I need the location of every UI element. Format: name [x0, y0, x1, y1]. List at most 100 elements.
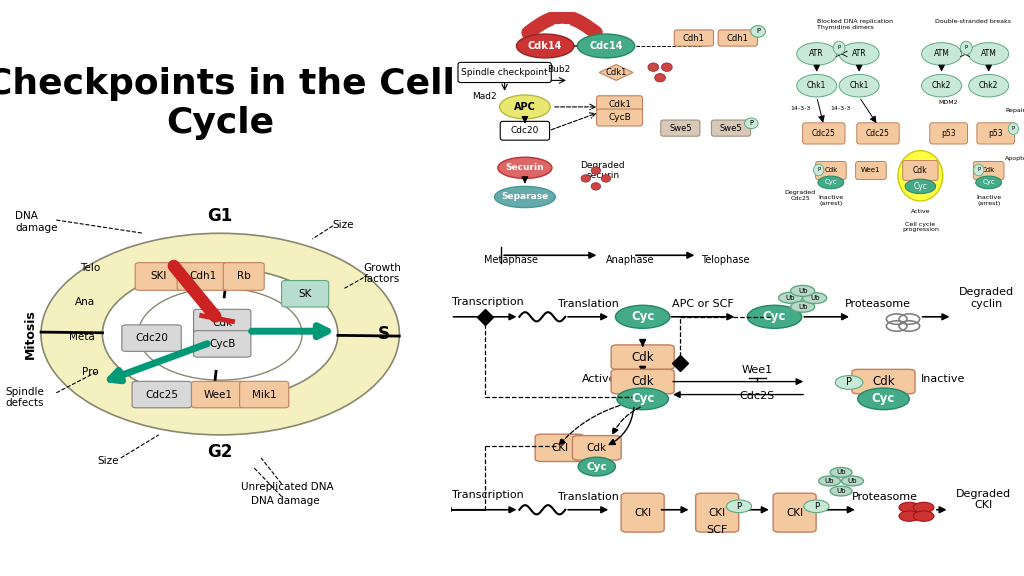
Ellipse shape [500, 95, 550, 119]
Text: Cdk: Cdk [982, 168, 995, 173]
Text: Degraded
cyclin: Degraded cyclin [959, 287, 1015, 309]
Text: Inactive
(arrest): Inactive (arrest) [818, 195, 844, 206]
Text: Cdh1: Cdh1 [683, 33, 705, 43]
Circle shape [899, 511, 920, 521]
Text: SK: SK [298, 289, 312, 299]
Circle shape [41, 233, 399, 435]
Text: Ub: Ub [848, 478, 857, 484]
Circle shape [648, 63, 658, 71]
Text: ATM: ATM [981, 50, 996, 58]
FancyBboxPatch shape [718, 30, 758, 46]
Circle shape [836, 376, 863, 389]
Text: CKI: CKI [551, 443, 568, 453]
Text: Pro: Pro [82, 366, 98, 377]
Circle shape [974, 164, 984, 176]
FancyBboxPatch shape [974, 161, 1004, 180]
Text: ATM: ATM [934, 50, 949, 58]
Text: G2: G2 [208, 443, 232, 461]
Text: Unreplicated DNA: Unreplicated DNA [241, 482, 333, 492]
Text: Cdc20: Cdc20 [135, 333, 168, 343]
Text: Ub: Ub [785, 295, 796, 301]
Text: Telo: Telo [80, 263, 100, 273]
Ellipse shape [839, 74, 880, 97]
Text: Cdc2S: Cdc2S [739, 391, 775, 401]
Text: P: P [977, 168, 980, 172]
Text: Cyc: Cyc [631, 310, 654, 323]
Ellipse shape [578, 34, 635, 58]
Text: Inactive: Inactive [921, 374, 966, 384]
Circle shape [898, 151, 943, 201]
Text: DNA damage: DNA damage [251, 496, 319, 506]
Text: Telophase: Telophase [700, 255, 750, 265]
Circle shape [591, 183, 601, 190]
Text: Checkpoints in the Cell
Cycle: Checkpoints in the Cell Cycle [0, 67, 455, 141]
Text: Wee1: Wee1 [741, 365, 773, 375]
Text: Cdk: Cdk [872, 375, 895, 388]
Ellipse shape [842, 476, 863, 486]
Text: Double-stranded breaks: Double-stranded breaks [935, 20, 1011, 24]
Circle shape [591, 167, 601, 174]
Ellipse shape [969, 43, 1009, 65]
Text: Blocked DNA replication
Thymidine dimers: Blocked DNA replication Thymidine dimers [817, 20, 893, 31]
Circle shape [654, 74, 666, 82]
Ellipse shape [748, 305, 802, 328]
Text: Cyc: Cyc [631, 392, 654, 406]
Text: Cyc: Cyc [824, 179, 838, 185]
FancyBboxPatch shape [803, 123, 845, 144]
Text: Chk1: Chk1 [850, 81, 868, 90]
FancyBboxPatch shape [132, 381, 191, 408]
Text: Meta: Meta [69, 332, 95, 342]
Text: Cdk: Cdk [824, 168, 838, 173]
Circle shape [961, 41, 972, 55]
FancyBboxPatch shape [611, 345, 674, 369]
Text: Rb: Rb [237, 271, 251, 282]
Ellipse shape [922, 43, 962, 65]
Text: Inactive
(arrest): Inactive (arrest) [976, 195, 1001, 206]
Text: p53: p53 [941, 129, 956, 138]
Ellipse shape [819, 476, 841, 486]
Text: P: P [750, 120, 754, 126]
Text: Degraded
CKI: Degraded CKI [956, 488, 1012, 510]
Text: CycB: CycB [209, 339, 236, 349]
Text: Spindle checkpoint: Spindle checkpoint [462, 68, 548, 77]
FancyBboxPatch shape [674, 30, 714, 46]
Ellipse shape [922, 74, 962, 97]
Text: Metaphase: Metaphase [484, 255, 539, 265]
Text: Apoptosis: Apoptosis [1006, 156, 1024, 161]
Text: Swe5: Swe5 [669, 124, 691, 132]
Text: Cdh1: Cdh1 [727, 33, 749, 43]
FancyBboxPatch shape [501, 122, 550, 140]
Text: CycB: CycB [608, 113, 631, 122]
Ellipse shape [905, 179, 936, 194]
Text: Ub: Ub [825, 478, 835, 484]
Text: Cdk: Cdk [587, 443, 607, 453]
Text: Cyc: Cyc [982, 179, 995, 185]
FancyBboxPatch shape [597, 96, 642, 113]
Text: Cyc: Cyc [587, 461, 607, 472]
Ellipse shape [803, 293, 826, 304]
Text: Active: Active [910, 209, 930, 214]
Text: Mad2: Mad2 [472, 92, 497, 101]
Text: Cdk: Cdk [212, 317, 232, 328]
Text: P: P [736, 502, 741, 511]
Text: Anaphase: Anaphase [606, 255, 654, 265]
Ellipse shape [791, 301, 815, 312]
Text: P: P [838, 46, 841, 50]
FancyBboxPatch shape [660, 120, 700, 136]
Text: Cdk: Cdk [913, 166, 928, 175]
Text: Bub2: Bub2 [547, 66, 570, 74]
Text: Translation: Translation [558, 492, 618, 502]
Ellipse shape [858, 388, 909, 410]
Text: Cdc25: Cdc25 [145, 389, 178, 400]
Text: Ub: Ub [837, 488, 846, 494]
Ellipse shape [797, 74, 837, 97]
Circle shape [726, 500, 752, 513]
Text: MDM2: MDM2 [939, 100, 958, 105]
FancyBboxPatch shape [194, 331, 251, 357]
Circle shape [913, 502, 934, 513]
FancyBboxPatch shape [597, 109, 642, 126]
Text: Proteasome: Proteasome [852, 492, 918, 502]
Ellipse shape [818, 176, 844, 189]
Ellipse shape [839, 43, 880, 65]
Circle shape [102, 268, 338, 400]
